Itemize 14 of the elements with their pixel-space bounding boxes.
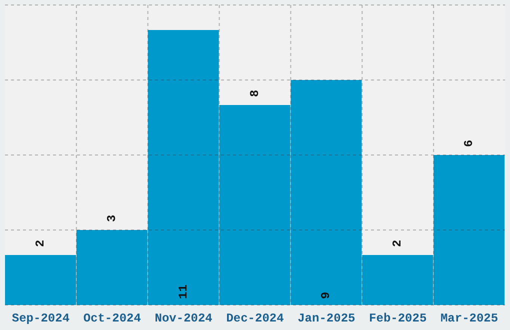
data-label: 11 [176, 284, 190, 299]
data-label: 3 [104, 214, 119, 222]
x-tick-label: Sep-2024 [12, 312, 70, 326]
x-tick-label: Feb-2025 [369, 312, 427, 326]
x-tick-label: Dec-2024 [226, 312, 284, 326]
data-label: 6 [462, 140, 476, 147]
data-label: 9 [319, 292, 334, 299]
x-tick-label: Mar-2025 [440, 312, 498, 326]
data-label: 2 [34, 240, 48, 247]
x-tick-label: Oct-2024 [83, 312, 141, 326]
x-tick-label: Nov-2024 [154, 312, 212, 326]
data-label: 2 [390, 240, 405, 247]
x-tick-label: Jan-2025 [298, 312, 356, 326]
data-label: 8 [248, 90, 262, 97]
